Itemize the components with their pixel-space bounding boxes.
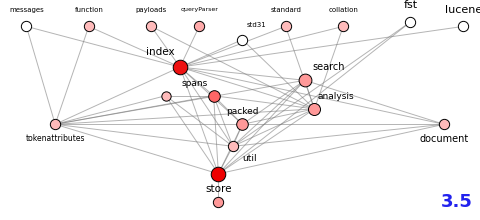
Text: messages: messages [9, 7, 44, 13]
Point [23, 25, 30, 28]
Point [301, 79, 309, 82]
Text: search: search [312, 62, 345, 72]
Text: index: index [146, 47, 175, 57]
Point [229, 145, 237, 148]
Text: util: util [242, 154, 257, 163]
Point [51, 123, 59, 126]
Point [459, 25, 467, 28]
Text: 3.5: 3.5 [441, 193, 473, 211]
Text: document: document [420, 134, 468, 144]
Point [210, 94, 217, 97]
Point [339, 25, 347, 28]
Text: packed: packed [226, 107, 259, 116]
Text: spans: spans [181, 79, 207, 88]
Point [215, 201, 222, 204]
Text: collation: collation [328, 7, 358, 13]
Text: tokenattributes: tokenattributes [25, 134, 85, 143]
Point [176, 65, 184, 69]
Point [239, 38, 246, 41]
Point [215, 172, 222, 176]
Point [440, 123, 448, 126]
Point [195, 25, 203, 28]
Text: queryParser: queryParser [180, 7, 218, 12]
Point [162, 94, 169, 97]
Point [407, 20, 414, 24]
Text: analysis: analysis [318, 92, 354, 101]
Text: store: store [205, 184, 232, 194]
Text: fst: fst [403, 0, 418, 11]
Point [282, 25, 289, 28]
Text: lucene: lucene [444, 5, 480, 15]
Text: payloads: payloads [135, 7, 167, 13]
Text: standard: standard [270, 7, 301, 13]
Text: function: function [74, 7, 103, 13]
Point [239, 123, 246, 126]
Text: std31: std31 [247, 22, 267, 28]
Point [311, 107, 318, 111]
Point [85, 25, 93, 28]
Point [147, 25, 155, 28]
